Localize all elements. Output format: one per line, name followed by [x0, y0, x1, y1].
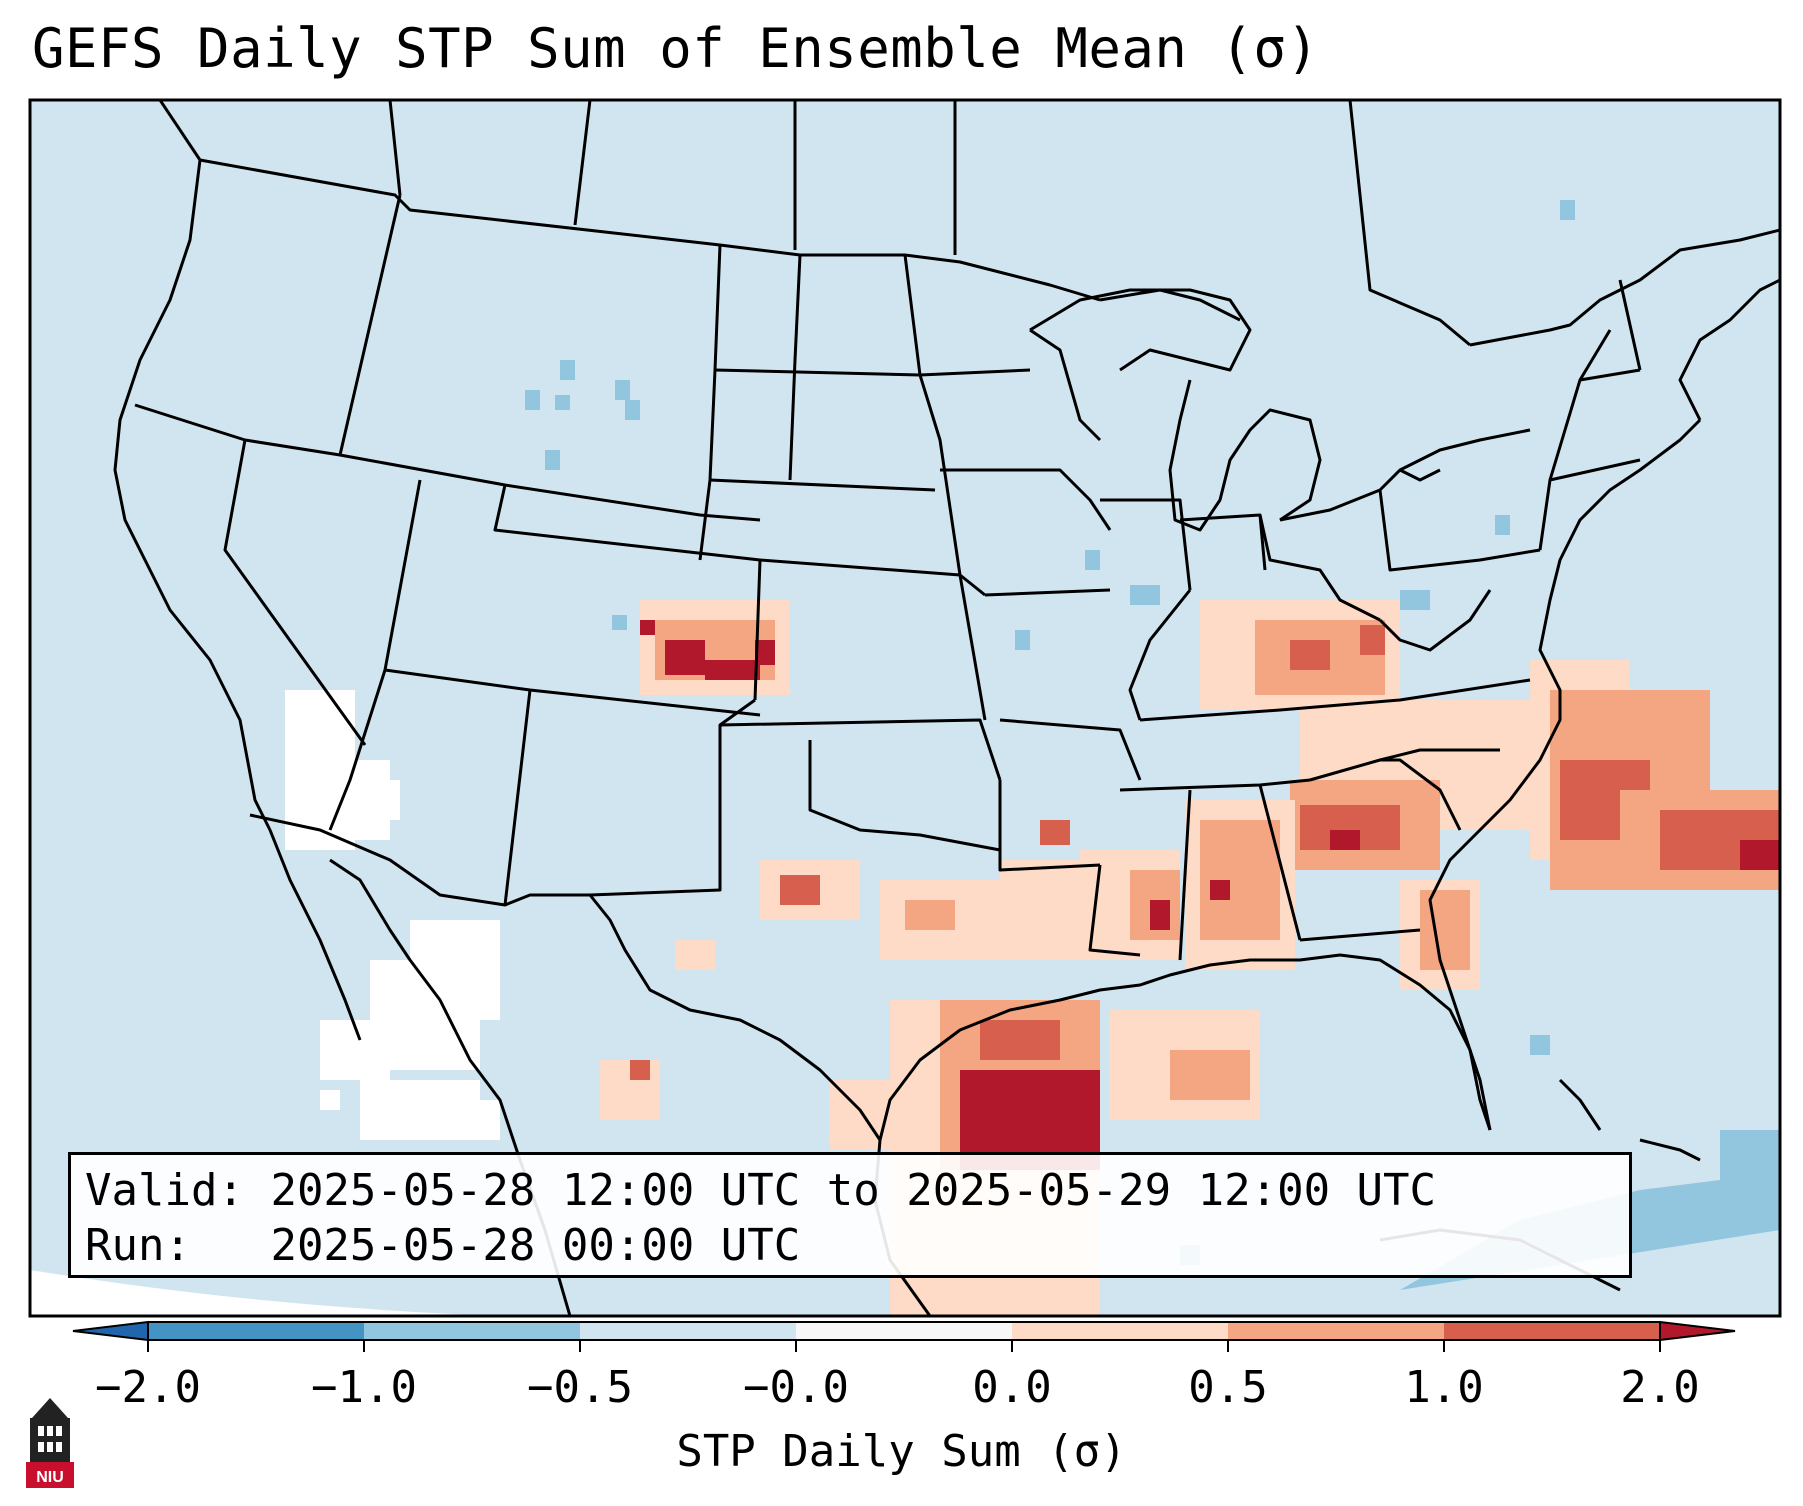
valid-label: Valid: [85, 1165, 244, 1216]
colorbar-tick-label: 0.5 [1188, 1362, 1268, 1413]
map-frame [28, 98, 1782, 1318]
white-edge-region [30, 1270, 800, 1316]
colorbar-frame [147, 1321, 1661, 1341]
colorbar-tick-label: −1.0 [311, 1362, 417, 1413]
colorbar-tick-label: 1.0 [1404, 1362, 1484, 1413]
svg-text:NIU: NIU [36, 1469, 64, 1486]
map-title: GEFS Daily STP Sum of Ensemble Mean (σ) [32, 17, 1320, 80]
colorbar-over-triangle [1659, 1320, 1736, 1342]
colorbar-segment [364, 1322, 581, 1340]
valid-run-info-box: Valid: 2025-05-28 12:00 UTC to 2025-05-2… [68, 1152, 1632, 1278]
colorbar [72, 1320, 1736, 1352]
colorbar-tick-label: −0.0 [743, 1362, 849, 1413]
colorbar-segment [1228, 1322, 1445, 1340]
colorbar-tick-label: 0.0 [972, 1362, 1052, 1413]
colorbar-tick-label: −2.0 [95, 1362, 201, 1413]
colorbar-under-triangle [72, 1320, 149, 1342]
colorbar-tick-label: 2.0 [1620, 1362, 1700, 1413]
run-value: 2025-05-28 00:00 UTC [270, 1220, 801, 1271]
colorbar-segment [1012, 1322, 1229, 1340]
colorbar-label: STP Daily Sum (σ) [676, 1426, 1127, 1477]
colorbar-tick-label: −0.5 [527, 1362, 633, 1413]
colorbar-segment [580, 1322, 797, 1340]
colorbar-segment [148, 1322, 365, 1340]
boundary-lines [113, 100, 1780, 1316]
niu-logo: NIU [26, 1398, 74, 1488]
colorbar-segment [1444, 1322, 1661, 1340]
run-label: Run: [85, 1220, 191, 1271]
map-panel [30, 100, 1780, 1316]
valid-value: 2025-05-28 12:00 UTC to 2025-05-29 12:00… [270, 1165, 1437, 1216]
colorbar-segment [796, 1322, 1013, 1340]
